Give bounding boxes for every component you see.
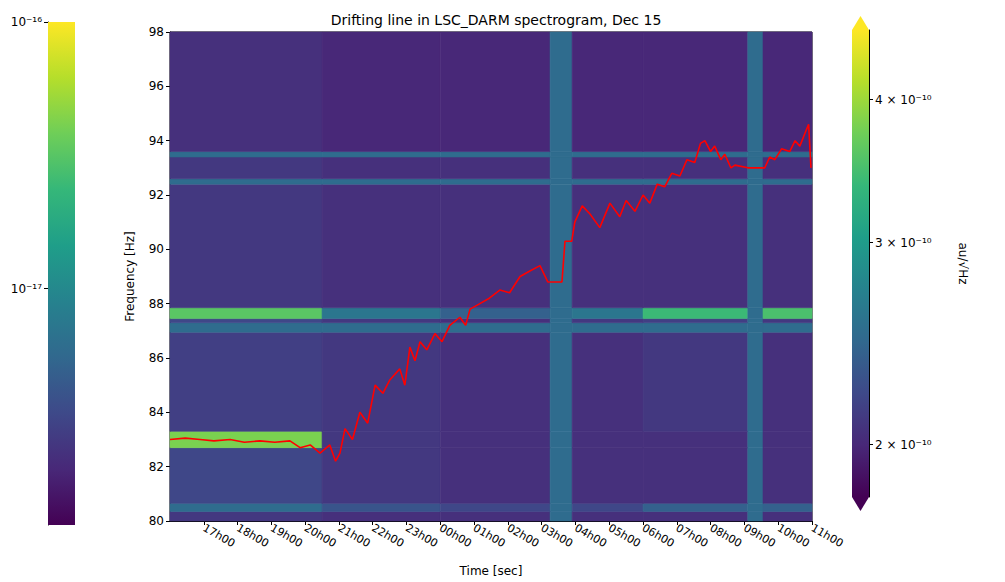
svg-text:3 × 10⁻¹⁰: 3 × 10⁻¹⁰ bbox=[875, 236, 932, 250]
svg-text:86: 86 bbox=[149, 351, 164, 365]
svg-text:02h00: 02h00 bbox=[505, 521, 542, 550]
svg-text:23h00: 23h00 bbox=[403, 521, 440, 550]
svg-text:17h00: 17h00 bbox=[201, 521, 238, 550]
svg-text:au/√Hz: au/√Hz bbox=[956, 243, 970, 285]
svg-text:88: 88 bbox=[149, 297, 164, 311]
svg-text:10⁻¹⁶: 10⁻¹⁶ bbox=[11, 15, 42, 29]
svg-text:92: 92 bbox=[149, 188, 164, 202]
svg-text:90: 90 bbox=[149, 242, 164, 256]
svg-text:10⁻¹⁷: 10⁻¹⁷ bbox=[11, 282, 42, 296]
svg-text:20h00: 20h00 bbox=[302, 521, 339, 550]
svg-text:22h00: 22h00 bbox=[369, 521, 406, 550]
svg-text:18h00: 18h00 bbox=[234, 521, 271, 550]
svg-text:21h00: 21h00 bbox=[336, 521, 373, 550]
svg-text:01h00: 01h00 bbox=[471, 521, 508, 550]
svg-text:11h00: 11h00 bbox=[809, 521, 846, 550]
svg-text:03h00: 03h00 bbox=[538, 521, 575, 550]
svg-text:4 × 10⁻¹⁰: 4 × 10⁻¹⁰ bbox=[875, 93, 932, 107]
svg-text:Drifting line in LSC_DARM spec: Drifting line in LSC_DARM spectrogram, D… bbox=[331, 12, 662, 28]
svg-text:08h00: 08h00 bbox=[707, 521, 744, 550]
svg-text:05h00: 05h00 bbox=[606, 521, 643, 550]
svg-text:96: 96 bbox=[149, 79, 164, 93]
svg-text:98: 98 bbox=[149, 25, 164, 39]
svg-text:07h00: 07h00 bbox=[674, 521, 711, 550]
svg-text:06h00: 06h00 bbox=[640, 521, 677, 550]
svg-text:04h00: 04h00 bbox=[572, 521, 609, 550]
svg-text:2 × 10⁻¹⁰: 2 × 10⁻¹⁰ bbox=[875, 438, 932, 452]
svg-text:10h00: 10h00 bbox=[775, 521, 812, 550]
svg-text:19h00: 19h00 bbox=[268, 521, 305, 550]
svg-text:Frequency [Hz]: Frequency [Hz] bbox=[123, 231, 137, 322]
svg-text:94: 94 bbox=[149, 134, 164, 148]
svg-text:09h00: 09h00 bbox=[741, 521, 778, 550]
svg-text:84: 84 bbox=[149, 405, 164, 419]
svg-text:00h00: 00h00 bbox=[437, 521, 474, 550]
svg-text:80: 80 bbox=[149, 514, 164, 528]
svg-text:Time [sec]: Time [sec] bbox=[459, 564, 523, 578]
svg-text:82: 82 bbox=[149, 460, 164, 474]
